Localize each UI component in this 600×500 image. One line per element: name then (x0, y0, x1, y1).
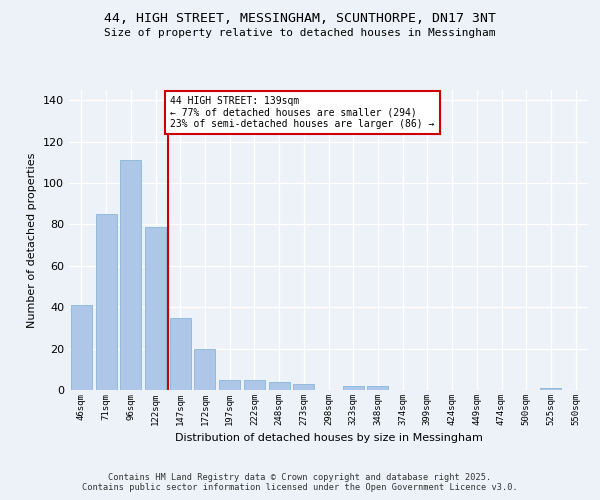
Text: Size of property relative to detached houses in Messingham: Size of property relative to detached ho… (104, 28, 496, 38)
Text: Contains HM Land Registry data © Crown copyright and database right 2025.
Contai: Contains HM Land Registry data © Crown c… (82, 473, 518, 492)
Text: 44 HIGH STREET: 139sqm
← 77% of detached houses are smaller (294)
23% of semi-de: 44 HIGH STREET: 139sqm ← 77% of detached… (170, 96, 435, 130)
Bar (293, 384, 314, 390)
Text: 44, HIGH STREET, MESSINGHAM, SCUNTHORPE, DN17 3NT: 44, HIGH STREET, MESSINGHAM, SCUNTHORPE,… (104, 12, 496, 26)
Bar (120, 160, 141, 390)
Bar (219, 380, 240, 390)
Bar (194, 348, 215, 390)
Bar (71, 305, 92, 390)
Y-axis label: Number of detached properties: Number of detached properties (28, 152, 37, 328)
Bar (269, 382, 290, 390)
Bar (170, 318, 191, 390)
Bar (145, 226, 166, 390)
Bar (343, 386, 364, 390)
Bar (95, 214, 116, 390)
Bar (244, 380, 265, 390)
Bar (367, 386, 388, 390)
Bar (541, 388, 562, 390)
X-axis label: Distribution of detached houses by size in Messingham: Distribution of detached houses by size … (175, 434, 482, 444)
